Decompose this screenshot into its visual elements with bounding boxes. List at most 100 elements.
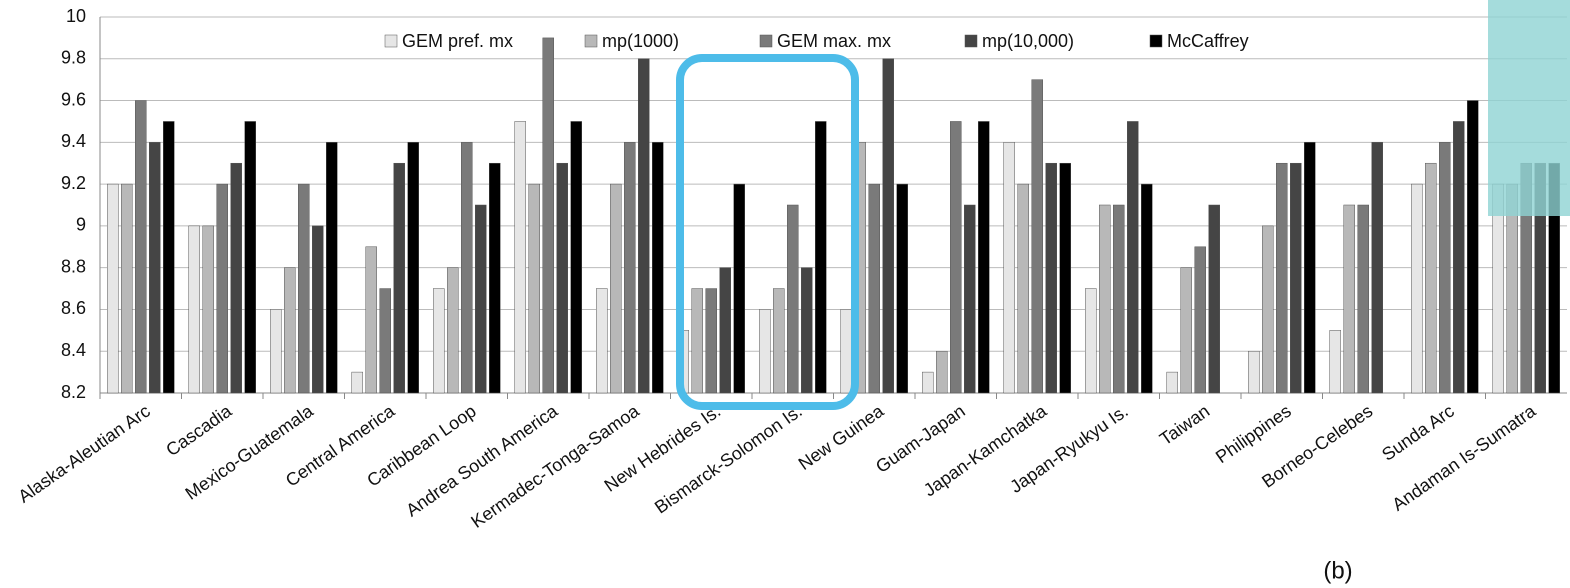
x-tick-label: Andrea South America bbox=[402, 400, 562, 520]
y-tick-label: 9.8 bbox=[61, 48, 86, 68]
bar bbox=[652, 142, 664, 394]
bar bbox=[1343, 204, 1355, 394]
x-tick-label: Sunda Arc bbox=[1378, 401, 1458, 465]
bar bbox=[1141, 183, 1153, 394]
bar bbox=[107, 183, 119, 394]
x-tick-label: Alaska-Aleutian Arc bbox=[14, 401, 153, 507]
bar bbox=[1276, 162, 1288, 394]
bar bbox=[216, 183, 228, 394]
bar bbox=[936, 350, 948, 394]
bar bbox=[1127, 121, 1139, 394]
legend-label: mp(1000) bbox=[602, 31, 679, 51]
bar bbox=[1017, 183, 1029, 394]
legend-swatch bbox=[384, 34, 398, 48]
bar bbox=[556, 162, 568, 394]
bar bbox=[542, 37, 554, 394]
bar bbox=[188, 225, 200, 394]
bar bbox=[230, 162, 242, 394]
bar bbox=[1453, 121, 1465, 394]
bar bbox=[1085, 288, 1097, 394]
bar bbox=[298, 183, 310, 394]
bar bbox=[964, 204, 976, 394]
y-tick-label: 8.8 bbox=[61, 256, 86, 276]
bar bbox=[514, 121, 526, 394]
bar bbox=[1371, 142, 1383, 394]
bar bbox=[393, 162, 405, 394]
legend-label: GEM max. mx bbox=[777, 31, 891, 51]
bar bbox=[624, 142, 636, 394]
bar bbox=[461, 142, 473, 394]
bar bbox=[1031, 79, 1043, 394]
bar bbox=[475, 204, 487, 394]
y-tick-label: 9.4 bbox=[61, 131, 86, 151]
highlight-box bbox=[676, 54, 859, 410]
bar bbox=[733, 183, 745, 394]
bar bbox=[244, 121, 256, 394]
bar bbox=[135, 100, 147, 394]
bar bbox=[1425, 162, 1437, 394]
bar bbox=[868, 183, 880, 394]
bar bbox=[1290, 162, 1302, 394]
bar bbox=[1045, 162, 1057, 394]
bar bbox=[1113, 204, 1125, 394]
x-tick-label: Cascadia bbox=[162, 400, 236, 460]
legend-swatch bbox=[1149, 34, 1163, 48]
y-tick-label: 9 bbox=[76, 215, 86, 235]
x-tick-label: Philippines bbox=[1212, 401, 1295, 467]
bar bbox=[312, 225, 324, 394]
bar bbox=[1262, 225, 1274, 394]
bar bbox=[407, 142, 419, 394]
bar bbox=[787, 204, 799, 394]
bar bbox=[1099, 204, 1111, 394]
legend-swatch bbox=[584, 34, 598, 48]
bar bbox=[1166, 371, 1178, 394]
bar bbox=[1180, 267, 1192, 394]
legend-label: McCaffrey bbox=[1167, 31, 1249, 51]
bar bbox=[840, 309, 852, 394]
plot-area: 8.2 8.4 8.6 8.8 9 9.2 9.4 9.6 9.8 10 Alaska-Aleuti… bbox=[14, 6, 1567, 532]
bar bbox=[1003, 142, 1015, 394]
bar bbox=[1467, 100, 1479, 394]
bar bbox=[691, 288, 703, 394]
bar bbox=[815, 121, 827, 394]
bar bbox=[379, 288, 391, 394]
y-tick-label: 8.4 bbox=[61, 340, 86, 360]
bar bbox=[882, 58, 894, 394]
y-tick-label: 9.2 bbox=[61, 173, 86, 193]
bar bbox=[270, 309, 282, 394]
bar bbox=[1208, 204, 1220, 394]
y-tick-label: 10 bbox=[66, 6, 86, 26]
bar bbox=[1439, 142, 1451, 394]
legend-label: mp(10,000) bbox=[982, 31, 1074, 51]
bar bbox=[596, 288, 608, 394]
y-tick-label: 9.6 bbox=[61, 89, 86, 109]
bar bbox=[773, 288, 785, 394]
bar bbox=[1304, 142, 1316, 394]
bar bbox=[570, 121, 582, 394]
bar bbox=[950, 121, 962, 394]
bar bbox=[1329, 330, 1341, 394]
legend-swatch bbox=[964, 34, 978, 48]
bar bbox=[326, 142, 338, 394]
annotation: (b) bbox=[1323, 557, 1352, 584]
legend-label: GEM pref. mx bbox=[402, 31, 513, 51]
bar bbox=[433, 288, 445, 394]
bar bbox=[1357, 204, 1369, 394]
bar bbox=[351, 371, 363, 394]
bar bbox=[705, 288, 717, 394]
bar bbox=[719, 267, 731, 394]
x-tick-label: Taiwan bbox=[1156, 401, 1213, 450]
legend-swatch bbox=[759, 34, 773, 48]
bar bbox=[365, 246, 377, 394]
bar bbox=[489, 162, 501, 394]
bar bbox=[1248, 350, 1260, 394]
bar bbox=[149, 142, 161, 394]
bar bbox=[121, 183, 133, 394]
bar bbox=[202, 225, 214, 394]
bar bbox=[922, 371, 934, 394]
overlay-image bbox=[1488, 0, 1570, 216]
bar bbox=[610, 183, 622, 394]
x-tick-label: Bismarck-Solomon Is. bbox=[651, 401, 806, 518]
